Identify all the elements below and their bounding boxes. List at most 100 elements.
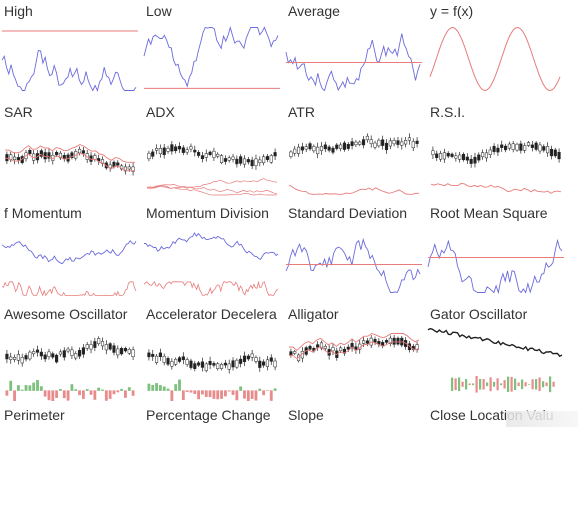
series-line (1, 49, 137, 92)
candle-body (250, 353, 254, 358)
histogram-bar (500, 383, 503, 386)
indicator-cell: Average (284, 0, 425, 103)
histogram-bar (162, 386, 166, 391)
candle-body (515, 143, 519, 151)
indicator-plot (427, 238, 564, 295)
candle-body (373, 142, 377, 148)
candle-body (235, 158, 239, 165)
candle-body (553, 149, 557, 157)
candle-body (97, 338, 101, 344)
histogram-bar (24, 385, 28, 391)
candle-body (258, 360, 262, 368)
candle-body (116, 348, 120, 356)
histogram-bar (51, 390, 55, 401)
series-line (143, 280, 279, 296)
indicator-plot (284, 426, 424, 502)
candle-body (219, 155, 224, 163)
candle-body (492, 146, 496, 152)
candle-body (123, 348, 128, 352)
band-line (288, 333, 420, 352)
histogram-bar (235, 390, 239, 401)
indicator-cell: Root Mean Square (426, 202, 567, 305)
candle-body (81, 347, 85, 355)
indicator-cell: Perimeter (0, 404, 141, 507)
candle-body (411, 141, 415, 149)
histogram-bar (208, 390, 212, 398)
candle-body (446, 152, 450, 157)
histogram-bar (170, 390, 174, 401)
histogram-bar (524, 382, 527, 387)
candle-body (454, 155, 458, 159)
histogram-bar (131, 390, 135, 396)
candle-body (154, 148, 159, 151)
candle-body (442, 152, 446, 160)
histogram-bar (489, 377, 492, 392)
candle-body (28, 149, 32, 155)
histogram-bar (538, 377, 541, 392)
candle-body (193, 363, 197, 369)
candle-body (208, 151, 212, 155)
indicator-cell: ATR (284, 101, 425, 204)
candle-body (162, 147, 166, 155)
candle-body (346, 346, 350, 350)
candle-body (542, 146, 546, 151)
histogram-bar (5, 390, 9, 396)
candle-body (39, 351, 43, 357)
candle-body (158, 352, 162, 357)
histogram-bar (147, 383, 151, 391)
indicator-cell: Low (142, 0, 283, 103)
candle-body (47, 351, 51, 357)
histogram-bar (81, 390, 85, 399)
indicator-title: Awesome Oscillator (4, 306, 128, 322)
indicator-cell: Slope (284, 404, 425, 507)
candle-body (557, 151, 561, 160)
candle-body (216, 363, 220, 369)
histogram-bar (254, 390, 258, 401)
candle-body (381, 139, 385, 146)
candle-body (223, 362, 227, 366)
histogram-bar (479, 379, 482, 390)
candle-body (112, 345, 116, 353)
candle-body (265, 156, 270, 160)
candle-body (24, 355, 28, 360)
candle-body (503, 145, 508, 151)
candle-body (151, 151, 155, 157)
series-line (285, 33, 421, 92)
histogram-bar (486, 382, 489, 387)
candle-body (147, 352, 151, 358)
candle-body (9, 356, 13, 360)
histogram-bar (552, 381, 555, 387)
candle-body (530, 144, 534, 148)
indicator-cell: f Momentum (0, 202, 141, 305)
candle-body (58, 152, 63, 159)
series-line (1, 281, 137, 297)
candle-body (208, 361, 212, 365)
candle-body (223, 158, 227, 162)
candle-body (369, 337, 373, 346)
histogram-bar (507, 376, 510, 392)
candle-body (461, 153, 466, 161)
candle-body (308, 345, 312, 350)
candle-body (415, 140, 419, 144)
candle-body (189, 146, 193, 150)
histogram-bar (59, 389, 62, 391)
histogram-bar (62, 390, 66, 399)
candle-body (373, 339, 377, 343)
candle-body (166, 358, 170, 365)
candle-body (361, 139, 366, 146)
candle-body (469, 158, 473, 164)
candle-body (20, 357, 24, 364)
histogram-bar (155, 383, 158, 391)
indicator-cell: ADX (142, 101, 283, 204)
histogram-bar (66, 390, 70, 401)
indicator-cell: Momentum Division (142, 202, 283, 305)
candle-body (170, 144, 174, 152)
indicator-plot (285, 237, 422, 294)
indicator-plot (142, 426, 282, 502)
candle-body (500, 144, 504, 148)
histogram-bar (250, 390, 254, 399)
histogram-bar (181, 390, 185, 401)
indicator-cell: R.S.I. (426, 101, 567, 204)
histogram-bar (20, 389, 24, 391)
histogram-bar (28, 385, 32, 391)
